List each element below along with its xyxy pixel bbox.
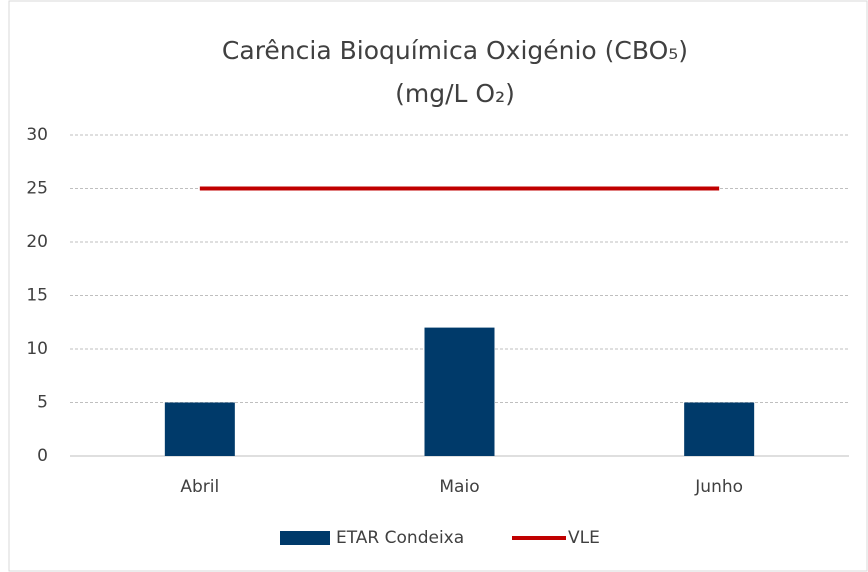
x-tick-label: Junho [694,477,743,497]
bar [684,402,755,456]
chart-title: (mg/L O₂) [395,79,515,108]
y-tick-label: 25 [26,179,48,199]
y-tick-label: 30 [26,125,48,145]
chart-border [8,0,868,572]
y-tick-label: 10 [26,339,48,359]
y-tick-label: 15 [26,286,48,306]
y-tick-label: 20 [26,232,48,252]
x-tick-label: Maio [439,477,479,497]
x-tick-label: Abril [180,477,219,497]
chart-title: Carência Bioquímica Oxigénio (CBO₅) [222,36,688,65]
bar [164,402,235,456]
y-tick-label: 5 [37,393,48,413]
legend-label: ETAR Condeixa [336,528,464,548]
y-tick-label: 0 [37,446,48,466]
legend-label: VLE [568,528,600,548]
legend-swatch [280,531,330,545]
bar [424,327,495,456]
